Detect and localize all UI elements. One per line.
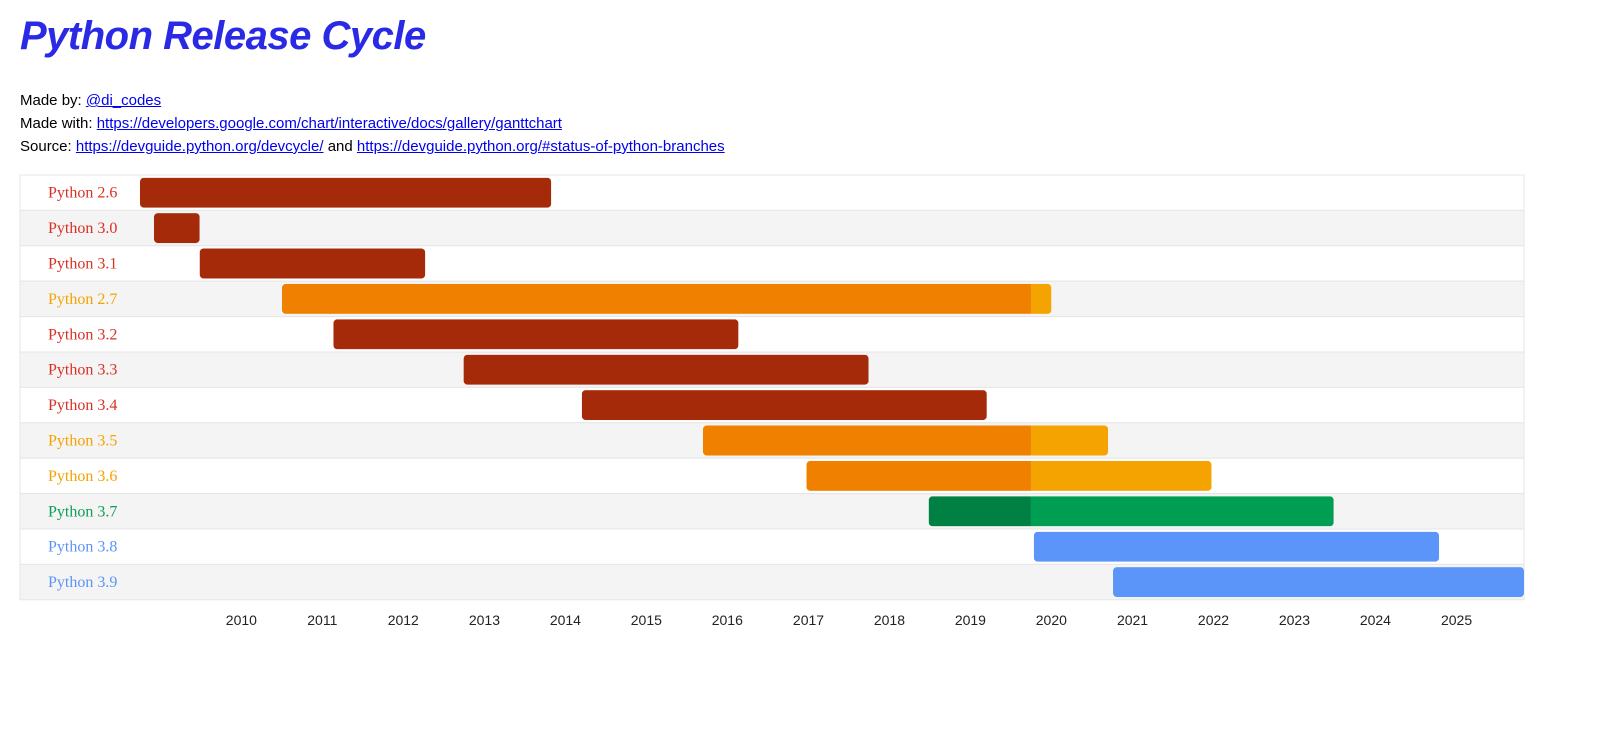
x-axis-tick-label: 2018: [874, 612, 905, 628]
x-axis-tick-label: 2019: [955, 612, 986, 628]
gantt-bar-segment[interactable]: [199, 248, 426, 279]
row-label: Python 3.5: [48, 433, 117, 450]
gantt-bar-segment[interactable]: [1030, 283, 1052, 314]
made-by-line: Made by: @di_codes: [20, 92, 161, 109]
made-with-link[interactable]: https://developers.google.com/chart/inte…: [96, 115, 562, 132]
row-label: Python 2.7: [48, 291, 117, 308]
chart-row-background: [19, 209, 1525, 247]
made-by-label: Made by:: [20, 92, 82, 109]
row-label: Python 3.6: [48, 468, 117, 485]
x-axis-tick-label: 2025: [1441, 612, 1472, 628]
gantt-bar-segment[interactable]: [1030, 425, 1109, 456]
row-label: Python 3.8: [48, 539, 117, 556]
row-label: Python 3.0: [48, 220, 117, 237]
x-axis-tick-label: 2015: [631, 612, 662, 628]
gantt-bar-segment[interactable]: [140, 177, 552, 208]
x-axis-tick-label: 2012: [388, 612, 419, 628]
gantt-bar-segment[interactable]: [463, 354, 869, 385]
x-axis-tick-label: 2024: [1360, 612, 1391, 628]
page-title: Python Release Cycle: [20, 14, 426, 58]
source-line: Source: https://devguide.python.org/devc…: [20, 138, 725, 155]
row-label: Python 3.7: [48, 503, 117, 520]
made-with-line: Made with: https://developers.google.com…: [20, 115, 562, 132]
chart-row-background: [19, 316, 1525, 353]
x-axis-tick-label: 2022: [1198, 612, 1229, 628]
x-axis-tick-label: 2020: [1036, 612, 1067, 628]
row-label: Python 3.1: [48, 256, 117, 273]
gantt-bar-segment[interactable]: [1030, 460, 1212, 491]
gantt-bar-segment[interactable]: [928, 496, 1031, 527]
source-link-devcycle[interactable]: https://devguide.python.org/devcycle/: [75, 138, 324, 155]
source-label: Source:: [20, 138, 72, 155]
row-label: Python 3.2: [48, 326, 117, 343]
source-link-branches[interactable]: https://devguide.python.org/#status-of-p…: [356, 138, 725, 155]
x-axis-tick-label: 2023: [1279, 612, 1310, 628]
x-axis-tick-label: 2013: [469, 612, 500, 628]
row-label: Python 3.3: [48, 362, 117, 379]
x-axis-tick-label: 2010: [226, 612, 257, 628]
row-label: Python 3.4: [48, 397, 117, 414]
x-axis-tick-label: 2011: [307, 612, 337, 628]
made-by-link[interactable]: @di_codes: [85, 92, 162, 109]
x-axis-tick-label: 2021: [1117, 612, 1148, 628]
gantt-bar-segment[interactable]: [806, 460, 1031, 491]
row-label: Python 3.9: [48, 574, 117, 591]
gantt-bar-segment[interactable]: [1033, 531, 1440, 562]
chart-row-background: [19, 457, 1525, 495]
x-axis-tick-label: 2016: [712, 612, 743, 628]
gantt-bar-segment[interactable]: [702, 425, 1031, 456]
x-axis-tick-label: 2014: [550, 612, 581, 628]
gantt-bar-segment[interactable]: [333, 319, 739, 350]
gantt-bar-segment[interactable]: [1113, 567, 1524, 598]
row-label: Python 2.6: [48, 185, 117, 202]
made-with-label: Made with:: [20, 115, 93, 132]
gantt-bar-segment[interactable]: [281, 283, 1031, 314]
gantt-bar-segment[interactable]: [153, 213, 200, 244]
gantt-bar-segment[interactable]: [1030, 496, 1334, 527]
gantt-bar-segment[interactable]: [581, 390, 987, 421]
source-and-text: and: [327, 138, 353, 155]
x-axis-tick-label: 2017: [793, 612, 824, 628]
